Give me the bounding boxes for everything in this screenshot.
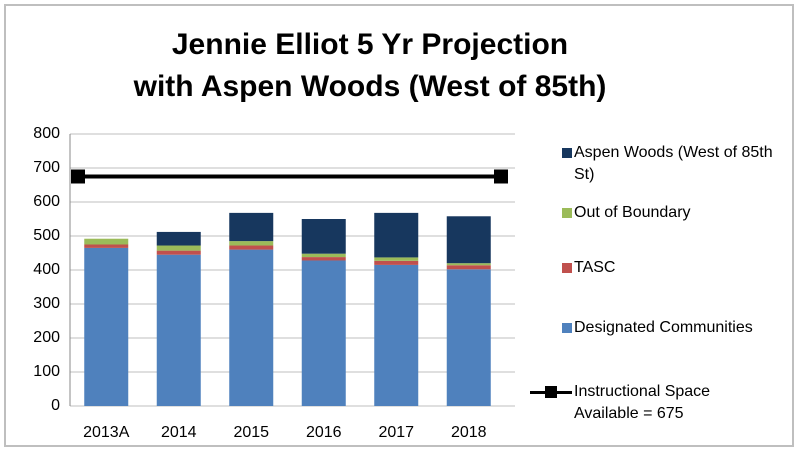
legend-label: Instructional Space Available = 675 [574,383,711,422]
reference-marker [494,169,508,184]
y-tick-label: 800 [33,125,60,142]
legend-swatch [562,208,572,218]
bar-segment [156,245,201,251]
legend-label: Out of Boundary [574,204,691,221]
bar-segment [229,249,274,406]
y-tick-label: 700 [33,159,60,176]
y-tick-label: 300 [33,295,60,312]
bar-segment [301,257,346,261]
bar-segment [301,260,346,406]
x-tick-label: 2017 [378,424,414,441]
bar-segment [84,247,129,406]
legend-marker [545,386,557,398]
legend-label: Aspen Woods (West of 85th St) [574,144,773,183]
x-tick-label: 2013A [83,424,130,441]
chart-title: with Aspen Woods (West of 85th) [133,70,607,103]
bar-segment [84,238,129,245]
legend-label: TASC [574,259,616,276]
bar-segment [301,219,346,254]
y-tick-label: 0 [51,397,60,414]
y-tick-label: 500 [33,227,60,244]
y-tick-label: 200 [33,329,60,346]
bar-segment [374,257,419,261]
bar-segment [156,254,201,406]
x-tick-label: 2018 [451,424,487,441]
legend-swatch [562,263,572,273]
bar-segment [156,231,201,246]
bar-segment [156,250,201,255]
bar-segment [374,264,419,406]
bar-segment [229,241,274,246]
chart-frame [4,4,794,447]
legend-swatch [562,323,572,333]
y-tick-label: 400 [33,261,60,278]
bar-segment [229,212,274,242]
x-tick-label: 2015 [233,424,269,441]
bar-segment [446,265,491,270]
legend-label: Designated Communities [574,319,753,336]
bar-segment [84,244,129,248]
bar-segment [446,216,491,264]
x-tick-label: 2016 [306,424,342,441]
y-tick-label: 600 [33,193,60,210]
chart-title: Jennie Elliot 5 Yr Projection [171,28,569,61]
x-tick-label: 2014 [161,424,197,441]
bar-segment [446,263,491,266]
bar-segment [374,260,419,265]
bar-segment [374,212,419,258]
legend-swatch [562,148,572,158]
bar-segment [229,245,274,250]
y-tick-label: 100 [33,363,60,380]
reference-marker [71,169,85,184]
bar-segment [446,269,491,406]
bar-segment [301,253,346,258]
